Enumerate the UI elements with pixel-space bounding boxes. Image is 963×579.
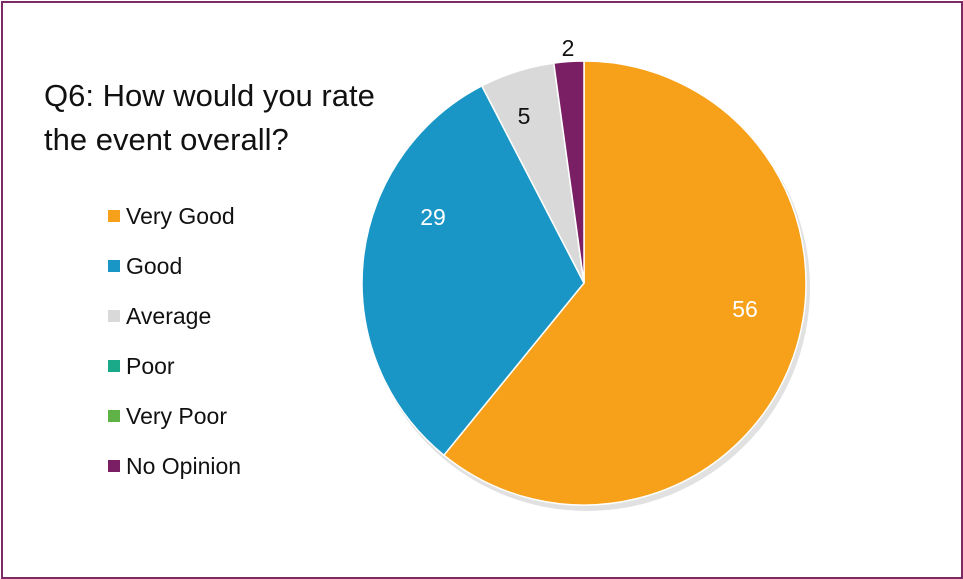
legend-item-poor: Poor <box>108 341 241 391</box>
legend-item-average: Average <box>108 291 241 341</box>
legend-swatch-very-good <box>108 210 120 222</box>
legend-item-good: Good <box>108 241 241 291</box>
data-label-average: 5 <box>518 103 531 129</box>
pie-slice-good <box>361 84 585 457</box>
legend-swatch-good <box>108 260 120 272</box>
legend-label-poor: Poor <box>126 352 175 379</box>
pie-slices <box>361 60 807 506</box>
data-label-no-opinion: 2 <box>562 35 575 61</box>
chart-legend: Very Good Good Average Poor Very Poor No… <box>108 191 241 491</box>
legend-swatch-average <box>108 310 120 322</box>
legend-label-very-poor: Very Poor <box>126 402 227 429</box>
pie-slice-no-opinion <box>552 60 585 284</box>
legend-swatch-no-opinion <box>108 460 120 472</box>
legend-item-no-opinion: No Opinion <box>108 441 241 491</box>
legend-label-good: Good <box>126 252 183 279</box>
legend-item-very-poor: Very Poor <box>108 391 241 441</box>
chart-title: Q6: How would you rate the event overall… <box>44 74 424 162</box>
data-label-very-good: 56 <box>732 296 758 322</box>
legend-swatch-very-poor <box>108 410 120 422</box>
legend-label-very-good: Very Good <box>126 202 235 229</box>
legend-label-average: Average <box>126 302 212 329</box>
pie-slice-very-good <box>442 60 807 506</box>
pie-data-labels: 56 29 5 2 <box>420 35 758 322</box>
data-label-good: 29 <box>420 204 446 230</box>
legend-item-very-good: Very Good <box>108 191 241 241</box>
chart-title-line-1: Q6: How would you rate <box>44 78 375 113</box>
legend-swatch-poor <box>108 360 120 372</box>
legend-label-no-opinion: No Opinion <box>126 452 242 479</box>
chart-title-line-2: the event overall? <box>44 122 289 157</box>
